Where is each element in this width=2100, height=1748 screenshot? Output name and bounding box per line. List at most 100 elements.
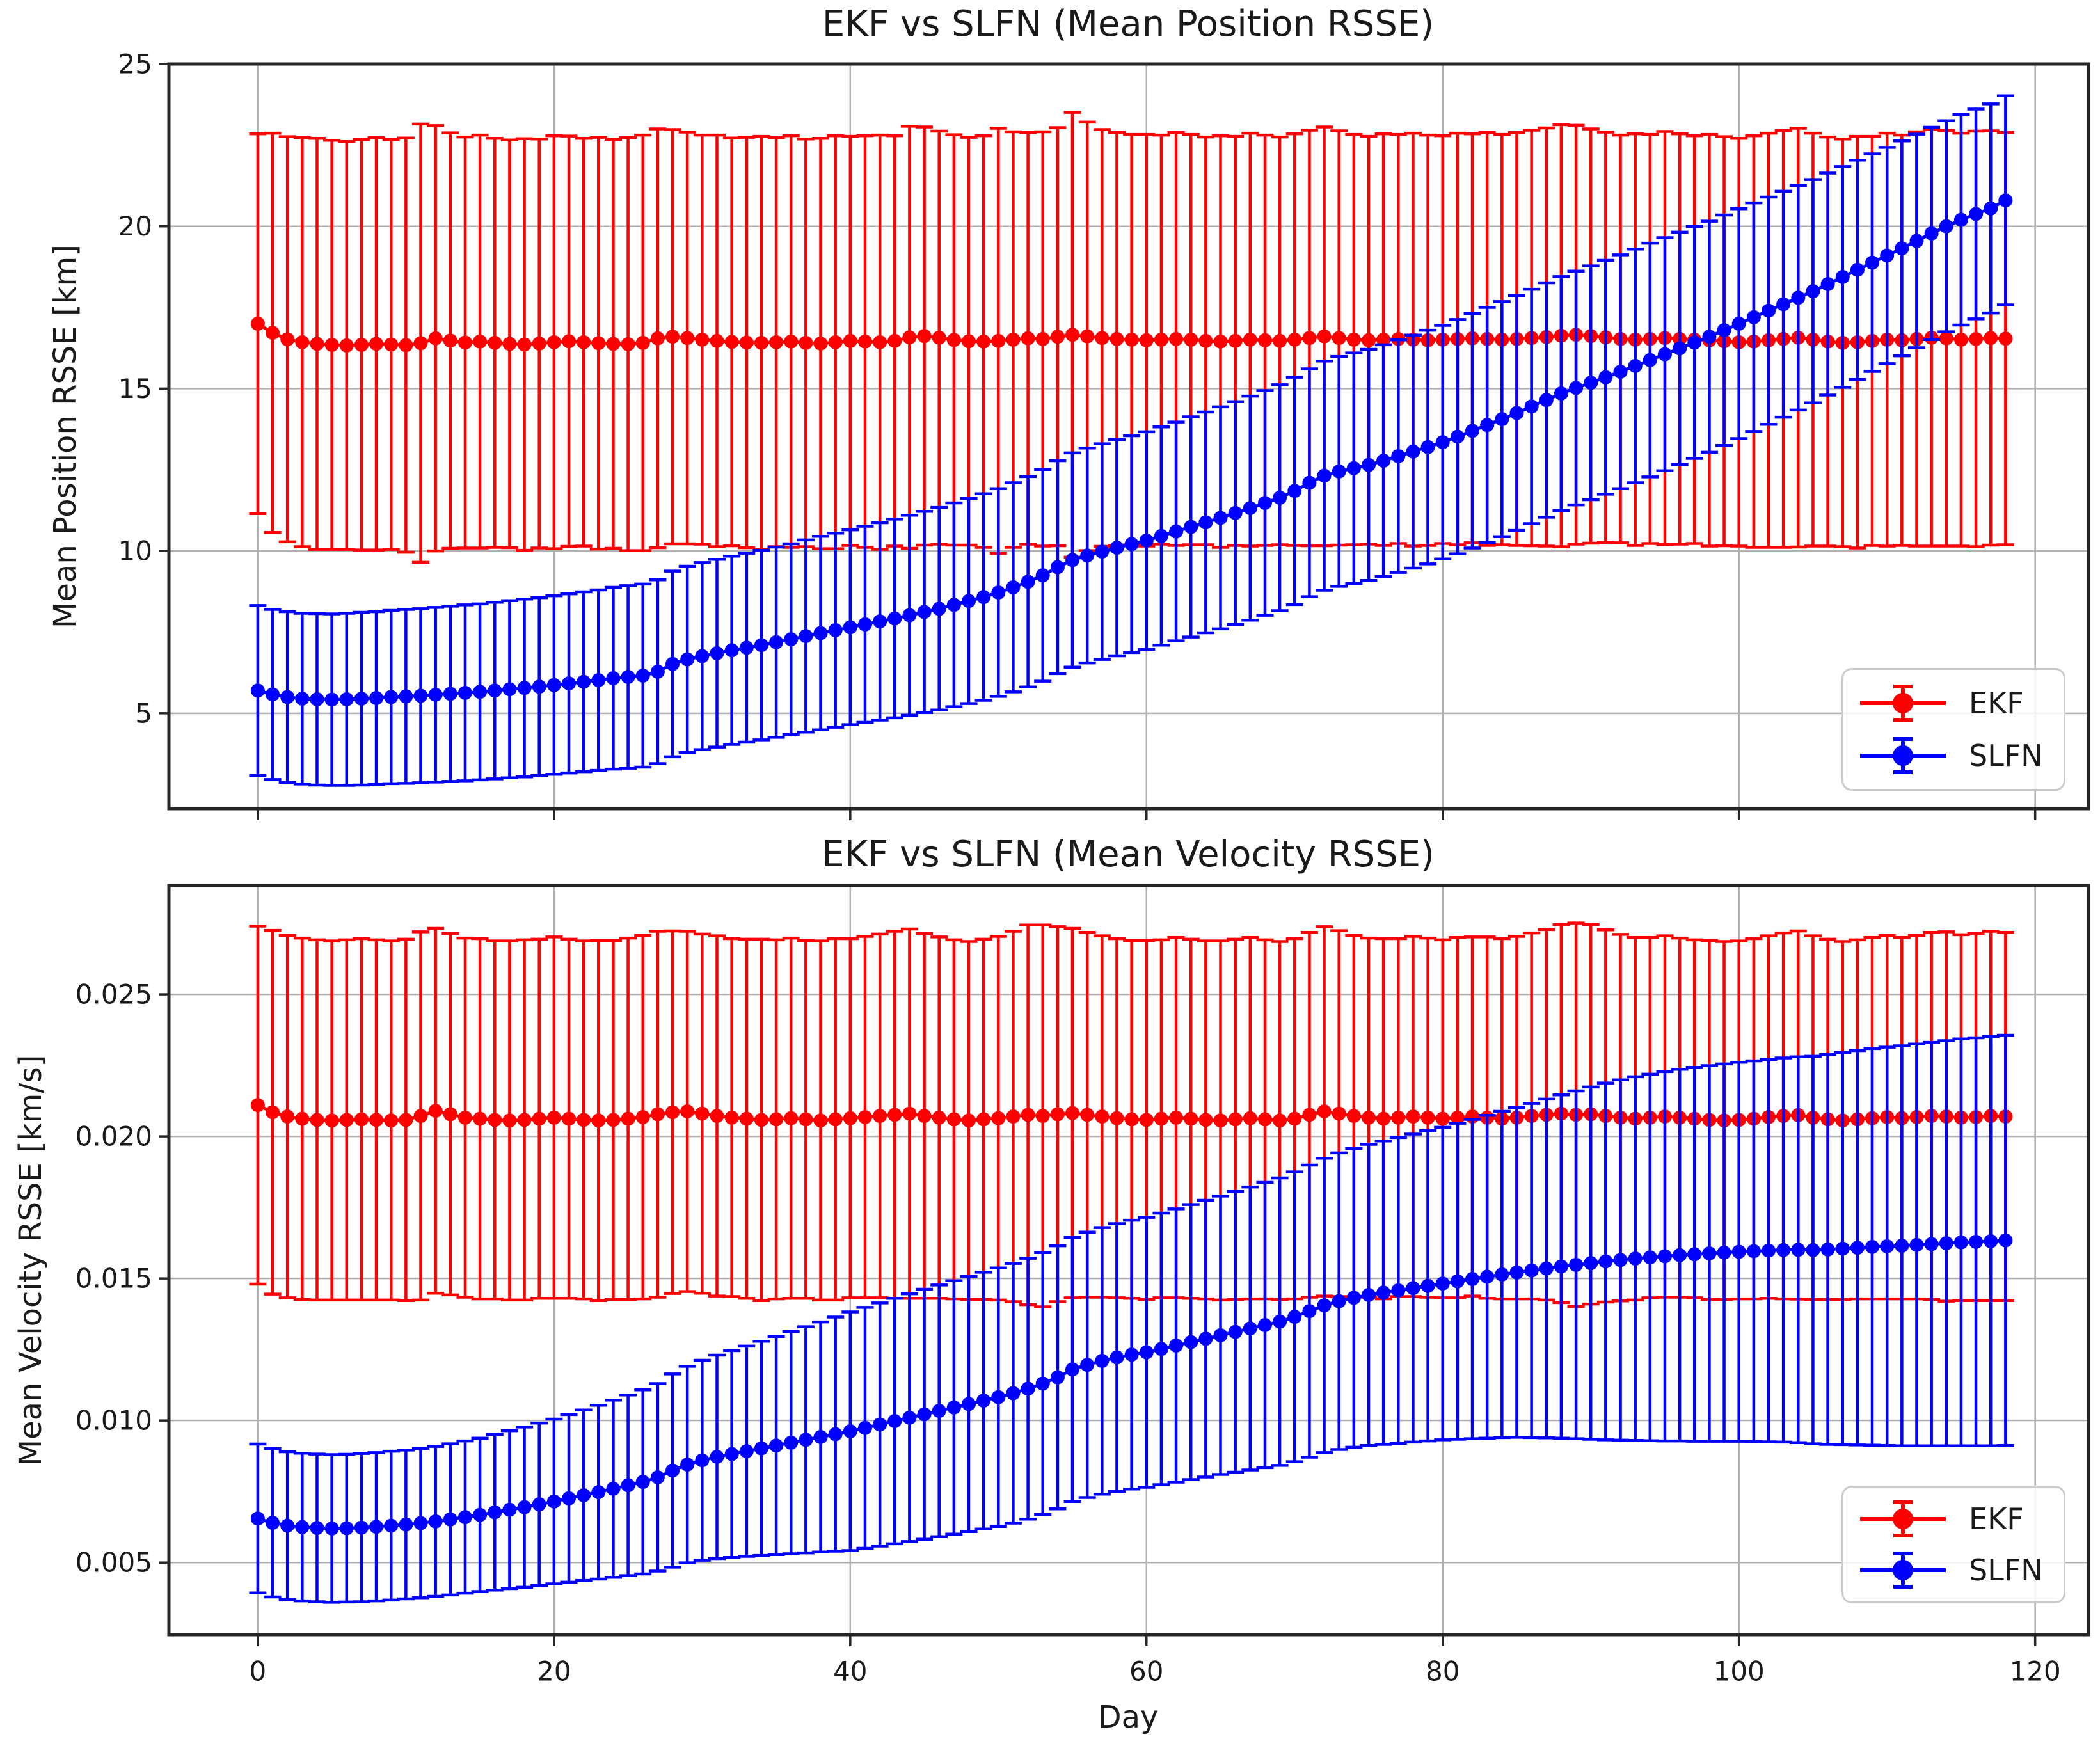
- ekf-marker: [1198, 1113, 1213, 1127]
- ekf-marker: [799, 1112, 813, 1127]
- slfn-marker: [1509, 406, 1524, 420]
- slfn-errorbar-icon: [1860, 737, 1946, 774]
- ekf-marker: [1302, 331, 1317, 346]
- slfn-marker: [1865, 255, 1880, 270]
- slfn-marker: [1998, 1233, 2013, 1248]
- slfn-marker: [724, 643, 739, 658]
- ekf-marker: [739, 1111, 754, 1126]
- slfn-marker: [1035, 1376, 1050, 1391]
- legend-label-ekf: EKF: [1969, 1502, 2024, 1537]
- ekf-marker: [680, 331, 695, 346]
- ekf-marker: [828, 1112, 843, 1127]
- ekf-marker: [1939, 331, 1953, 346]
- ekf-marker: [250, 1098, 265, 1113]
- ekf-marker: [606, 1113, 621, 1127]
- slfn-marker: [591, 1485, 606, 1500]
- plot-border: [167, 884, 2090, 1637]
- ekf-marker: [843, 1111, 857, 1125]
- slfn-marker: [1435, 1276, 1450, 1291]
- ekf-marker: [1984, 331, 1998, 346]
- ekf-marker: [1050, 1107, 1065, 1122]
- slfn-marker: [1673, 1248, 1687, 1262]
- ekf-marker: [873, 335, 887, 349]
- ekf-marker: [1302, 1108, 1317, 1122]
- slfn-marker: [413, 688, 428, 703]
- ekf-errorbar-icon: [1860, 1500, 1946, 1538]
- slfn-marker: [1998, 193, 2013, 208]
- slfn-marker: [1939, 219, 1953, 234]
- ekf-marker: [1287, 1111, 1302, 1126]
- slfn-marker: [813, 626, 828, 640]
- ekf-marker: [1021, 331, 1035, 346]
- ekf-marker: [769, 1112, 784, 1127]
- ekf-marker: [1450, 1110, 1465, 1125]
- ekf-errorbar-icon: [1860, 685, 1946, 722]
- slfn-marker: [902, 1410, 917, 1425]
- legend-entry-ekf: EKF: [1855, 1496, 2052, 1542]
- slfn-marker: [976, 590, 991, 605]
- ekf-marker: [1080, 329, 1095, 344]
- slfn-marker: [1169, 1338, 1184, 1353]
- slfn-marker: [1880, 1239, 1895, 1253]
- ekf-marker: [295, 1111, 310, 1126]
- slfn-marker: [1820, 1242, 1835, 1257]
- ekf-marker: [1969, 331, 1984, 346]
- ekf-marker: [546, 335, 561, 349]
- ekf-marker: [310, 1113, 324, 1127]
- ekf-marker: [962, 334, 976, 349]
- ekf-marker: [799, 335, 813, 350]
- ekf-marker: [843, 333, 857, 348]
- slfn-marker: [1391, 449, 1406, 463]
- ekf-marker: [1287, 332, 1302, 347]
- ekf-marker: [976, 1112, 991, 1127]
- slfn-marker: [1909, 1237, 1924, 1252]
- slfn-marker: [1213, 511, 1228, 525]
- ekf-marker: [724, 1110, 739, 1125]
- slfn-marker: [754, 638, 768, 653]
- ekf-marker: [828, 335, 843, 349]
- slfn-marker: [546, 678, 561, 692]
- slfn-marker: [784, 632, 799, 647]
- ekf-marker: [457, 1110, 472, 1125]
- slfn-marker: [354, 1520, 369, 1535]
- slfn-marker: [769, 1438, 784, 1453]
- ekf-marker: [1257, 1112, 1272, 1127]
- ekf-marker: [1435, 1111, 1450, 1126]
- slfn-marker: [1346, 1291, 1361, 1305]
- slfn-marker: [769, 635, 784, 649]
- slfn-marker: [1673, 341, 1687, 356]
- ekf-marker: [1095, 331, 1110, 346]
- slfn-marker: [1569, 381, 1584, 395]
- slfn-marker: [1984, 201, 1998, 216]
- slfn-marker: [1065, 1362, 1080, 1377]
- ekf-marker: [665, 1105, 680, 1120]
- x-tick-label: 40: [833, 1656, 867, 1687]
- ekf-marker: [1035, 331, 1050, 346]
- ekf-marker: [1184, 332, 1198, 347]
- slfn-marker: [1273, 490, 1287, 505]
- slfn-marker: [857, 1420, 872, 1435]
- slfn-marker: [932, 601, 946, 616]
- ekf-marker: [399, 338, 413, 353]
- slfn-marker: [873, 1417, 887, 1432]
- ekf-marker: [1035, 1109, 1050, 1124]
- slfn-marker: [1006, 580, 1021, 594]
- slfn-marker: [1953, 1235, 1968, 1250]
- ekf-marker: [339, 338, 354, 353]
- slfn-marker: [1643, 353, 1657, 367]
- ekf-marker: [754, 1113, 768, 1127]
- ekf-marker: [266, 326, 280, 340]
- ekf-marker: [739, 335, 754, 350]
- slfn-marker: [1524, 399, 1539, 414]
- ekf-marker: [1213, 334, 1228, 349]
- ekf-marker: [1273, 333, 1287, 348]
- slfn-marker: [606, 671, 621, 686]
- slfn-marker: [1332, 1294, 1346, 1308]
- slfn-marker: [324, 692, 339, 707]
- slfn-marker: [1257, 496, 1272, 511]
- slfn-marker: [843, 620, 857, 635]
- x-tick-label: 100: [1714, 1656, 1765, 1687]
- ekf-marker: [1065, 328, 1080, 342]
- slfn-marker: [946, 598, 961, 612]
